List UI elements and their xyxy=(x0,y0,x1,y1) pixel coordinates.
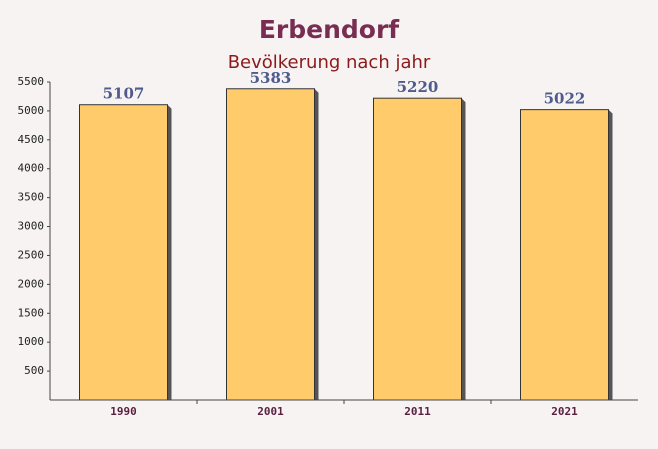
bar-shadow xyxy=(608,109,613,401)
x-tick-label: 2011 xyxy=(404,405,431,418)
x-tick-label: 2021 xyxy=(551,405,578,418)
bar xyxy=(226,88,315,401)
y-tick-label: 3500 xyxy=(18,191,45,204)
value-label: 5107 xyxy=(103,85,145,103)
y-tick-label: 3000 xyxy=(18,220,45,233)
value-label: 5220 xyxy=(397,78,439,96)
y-tick-label: 5500 xyxy=(18,75,45,88)
bar-shadow xyxy=(314,88,319,401)
y-tick-label: 4000 xyxy=(18,162,45,175)
y-tick-label: 2500 xyxy=(18,248,45,261)
y-tick-label: 2000 xyxy=(18,277,45,290)
y-tick-label: 5000 xyxy=(18,104,45,117)
bar xyxy=(373,97,462,401)
x-tick-label: 2001 xyxy=(257,405,284,418)
y-tick-label: 500 xyxy=(24,364,44,377)
y-tick-label: 1500 xyxy=(18,306,45,319)
x-tick-label: 1990 xyxy=(110,405,137,418)
bar xyxy=(520,109,609,401)
bar-shadow xyxy=(461,98,466,401)
value-label: 5383 xyxy=(250,69,292,87)
chart-title: Erbendorf xyxy=(259,15,400,44)
chart-subtitle: Bevölkerung nach jahr xyxy=(228,52,431,73)
y-tick-label: 4500 xyxy=(18,133,45,146)
y-tick-label: 1000 xyxy=(18,335,45,348)
bar-shadow xyxy=(167,104,172,401)
bar xyxy=(79,104,168,401)
value-label: 5022 xyxy=(544,90,586,108)
